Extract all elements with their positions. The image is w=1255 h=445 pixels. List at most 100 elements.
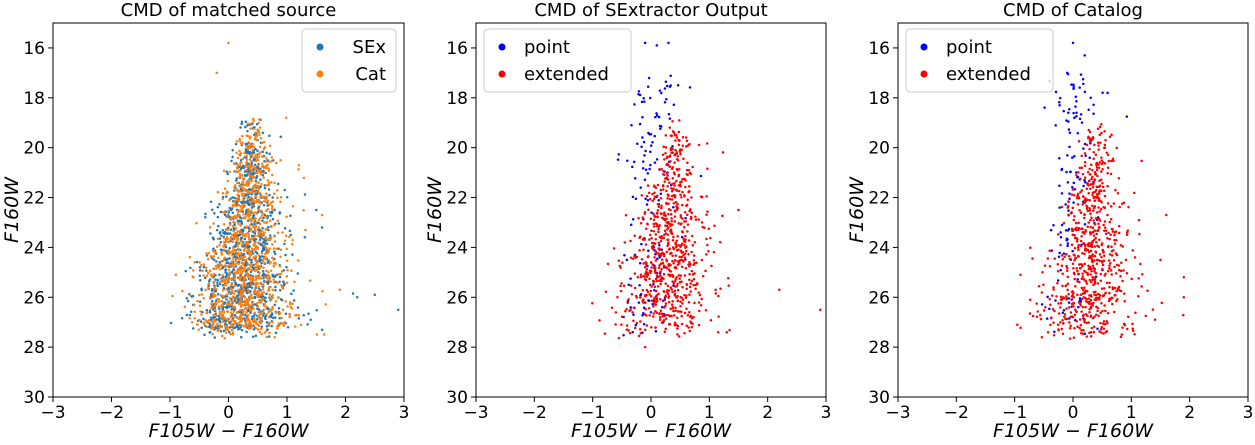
data-point-extended [1068,321,1071,324]
data-point-sex [285,265,288,269]
legend-marker [316,43,324,51]
data-point-cat [226,240,230,244]
data-point-extended [1093,199,1097,202]
data-point-sex [209,200,213,204]
data-point-extended [1060,205,1064,209]
data-point-cat [265,227,268,231]
data-point-sex [250,206,254,209]
data-point-extended [691,244,695,247]
data-point-cat [264,160,268,164]
data-point-sex [251,216,255,219]
data-point-sex [198,300,202,304]
data-point-extended [1100,331,1103,334]
data-point-cat [253,241,257,245]
data-point-extended [1095,168,1099,172]
data-point-extended [1119,243,1123,247]
data-point-sex [244,120,248,123]
data-point-cat [244,235,247,238]
data-point-sex [208,311,212,314]
data-point-point [1068,131,1072,135]
data-point-extended [1068,337,1072,340]
data-point-extended [618,264,622,268]
data-point-point [1066,242,1070,245]
data-point-point [1076,175,1080,179]
data-point-point [1089,142,1092,145]
data-point-extended [665,172,669,175]
data-point-extended [675,276,678,279]
data-point-extended [657,241,661,245]
data-point-extended [1099,208,1103,211]
data-point-cat [220,299,224,303]
data-point-extended [664,134,668,137]
x-tick-label: 3 [399,403,410,423]
data-point-extended [728,328,731,332]
data-point-cat [232,300,235,303]
data-point-extended [688,311,691,314]
data-point-extended [663,158,666,161]
data-point-sex [284,312,288,316]
data-point-extended [648,269,652,272]
data-point-extended [1068,327,1072,330]
data-point-cat [288,301,292,304]
data-point-extended [673,321,677,325]
data-point-extended [667,248,671,251]
data-point-cat [230,263,233,267]
data-point-cat [216,329,219,332]
data-point-extended [691,165,694,169]
data-point-sex [284,253,287,257]
data-point-cat [243,192,247,195]
y-tick-label: 24 [868,238,890,258]
data-point-point [1075,99,1078,103]
data-point-extended [661,153,665,157]
data-point-extended [670,288,673,291]
data-point-extended [688,285,692,289]
data-point-sex [258,259,262,263]
data-point-extended [727,276,730,280]
data-point-point [1072,87,1075,91]
data-point-cat [266,274,270,277]
data-point-point [640,145,643,148]
data-point-cat [192,303,196,307]
data-point-point [1072,181,1076,185]
data-point-extended [669,147,673,150]
data-point-extended [649,233,652,237]
data-point-extended [671,290,674,294]
data-point-sex [254,192,257,196]
data-point-cat [250,325,254,328]
data-point-extended [1052,288,1055,291]
data-point-extended [1077,140,1081,143]
data-point-extended [687,185,691,188]
data-point-extended [679,193,682,197]
data-point-cat [246,302,249,306]
data-point-extended [692,283,695,287]
data-point-extended [624,310,627,313]
data-point-cat [293,280,296,284]
data-point-extended [1066,288,1069,292]
data-point-cat [260,327,263,331]
data-point-extended [671,151,675,155]
data-point-cat [251,170,255,173]
data-point-cat [250,204,254,207]
data-point-cat [223,279,227,282]
data-point-extended [658,279,661,282]
data-point-extended [1112,310,1116,314]
data-point-extended [1042,309,1046,312]
data-point-cat [267,289,271,292]
data-point-cat [208,226,212,229]
data-point-sex [188,313,192,317]
data-point-extended [630,292,634,296]
data-point-extended [671,254,674,257]
data-point-extended [1092,330,1096,334]
data-point-sex [215,260,218,263]
data-point-extended [709,319,713,322]
data-point-cat [273,240,277,243]
data-point-cat [265,305,268,308]
y-tick-label: 18 [868,89,890,109]
data-point-extended [1076,246,1080,249]
data-point-extended [667,202,670,205]
data-point-sex [220,234,223,237]
data-point-cat [243,255,247,259]
data-point-extended [1095,196,1098,199]
data-point-cat [278,264,282,268]
data-point-extended [1103,143,1107,147]
